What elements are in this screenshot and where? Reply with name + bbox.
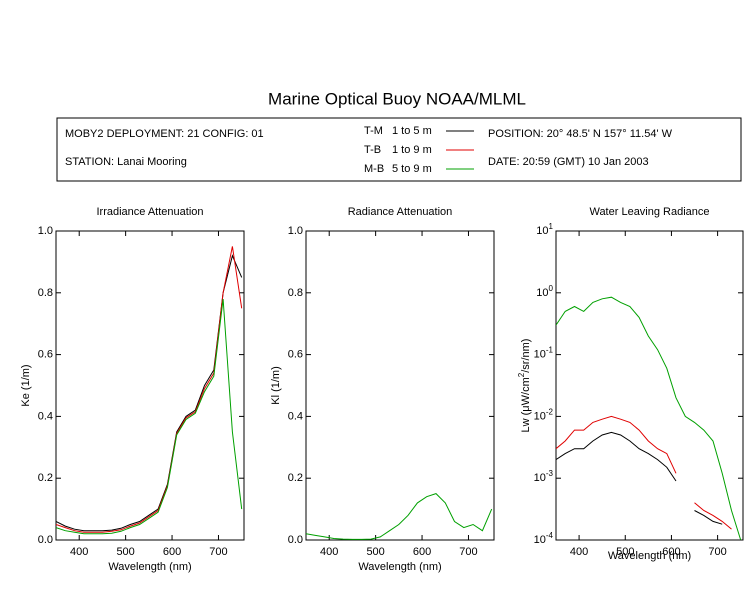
- y-tick-base: 10: [536, 225, 548, 237]
- x-tick-label: 700: [209, 546, 227, 558]
- y-tick-label: 10-2: [534, 407, 554, 422]
- position: POSITION: 20° 48.5' N 157° 11.54' W: [488, 128, 673, 140]
- y-tick-label: 0.8: [38, 287, 53, 299]
- legend-range: 5 to 9 m: [392, 163, 432, 175]
- y-tick-base: 0.2: [38, 472, 53, 484]
- y-tick-label: 0.6: [288, 349, 303, 361]
- chart-title: Water Leaving Radiance: [589, 206, 709, 218]
- plot-frame: [55, 230, 245, 541]
- y-tick-exponent: -2: [546, 407, 554, 416]
- page-title: Marine Optical Buoy NOAA/MLML: [268, 89, 526, 108]
- y-tick-base: 1.0: [288, 225, 303, 237]
- x-tick-label: 400: [320, 546, 338, 558]
- chart-title: Radiance Attenuation: [348, 206, 453, 218]
- y-tick-label: 10-3: [534, 469, 554, 484]
- y-axis-label: Lw (μW/cm2/sr/nm): [517, 339, 532, 433]
- y-tick-label: 10-1: [534, 345, 554, 360]
- y-axis-label-part: Lw (μW/cm: [520, 377, 532, 432]
- y-tick-exponent: -3: [546, 469, 554, 478]
- plot-frame: [555, 230, 744, 541]
- legend-name: M-B: [364, 163, 384, 175]
- y-tick-exponent: 0: [549, 283, 554, 292]
- y-tick-base: 10: [536, 287, 548, 299]
- y-tick-label: 10-4: [534, 531, 554, 546]
- y-tick-base: 1.0: [38, 225, 53, 237]
- legend-range: 1 to 5 m: [392, 125, 432, 137]
- y-tick-label: 0.8: [288, 287, 303, 299]
- x-tick-label: 600: [163, 546, 181, 558]
- y-tick-label: 0.0: [38, 534, 53, 546]
- data-line: [556, 431, 723, 525]
- y-tick-label: 0.2: [288, 472, 303, 484]
- x-tick-label: 700: [459, 546, 477, 558]
- y-tick-label: 1.0: [288, 225, 303, 237]
- y-tick-base: 0.4: [38, 410, 53, 422]
- y-tick-base: 10: [534, 349, 546, 361]
- y-axis-label-part: /sr/nm): [520, 339, 532, 373]
- y-tick-exponent: -4: [546, 531, 554, 540]
- x-tick-label: 500: [616, 546, 634, 558]
- y-tick-base: 0.2: [288, 472, 303, 484]
- y-tick-exponent: -1: [546, 345, 554, 354]
- y-tick-base: 0.4: [288, 410, 303, 422]
- y-tick-base: 0.8: [288, 287, 303, 299]
- legend-name: T-M: [364, 125, 383, 137]
- chart-title: Irradiance Attenuation: [96, 206, 203, 218]
- y-tick-label: 101: [536, 222, 553, 237]
- y-tick-label: 0.6: [38, 349, 53, 361]
- x-axis-label: Wavelength (nm): [608, 550, 691, 562]
- data-line: [306, 493, 493, 540]
- y-tick-exponent: 1: [549, 222, 554, 231]
- y-tick-base: 10: [534, 534, 546, 546]
- data-line: [56, 254, 243, 532]
- y-tick-label: 0.4: [288, 410, 303, 422]
- y-tick-base: 0.0: [288, 534, 303, 546]
- y-tick-base: 0.6: [38, 349, 53, 361]
- x-tick-label: 500: [116, 546, 134, 558]
- x-tick-label: 500: [366, 546, 384, 558]
- data-line: [556, 296, 742, 540]
- y-tick-base: 10: [534, 410, 546, 422]
- x-tick-label: 600: [413, 546, 431, 558]
- y-tick-base: 0.6: [288, 349, 303, 361]
- x-axis-label: Wavelength (nm): [108, 561, 191, 573]
- x-tick-label: 600: [662, 546, 680, 558]
- x-tick-label: 400: [570, 546, 588, 558]
- date: DATE: 20:59 (GMT) 10 Jan 2003: [488, 156, 649, 168]
- y-tick-base: 0.0: [38, 534, 53, 546]
- y-axis-label: Ke (1/m): [20, 364, 32, 406]
- x-axis-label: Wavelength (nm): [358, 561, 441, 573]
- y-tick-label: 0.2: [38, 472, 53, 484]
- y-axis-label-part: 2: [517, 372, 526, 377]
- y-tick-label: 100: [536, 283, 553, 298]
- legend-range: 1 to 9 m: [392, 144, 432, 156]
- y-tick-base: 0.8: [38, 287, 53, 299]
- y-tick-label: 1.0: [38, 225, 53, 237]
- station: STATION: Lanai Mooring: [65, 156, 187, 168]
- y-tick-base: 10: [534, 472, 546, 484]
- y-tick-label: 0.0: [288, 534, 303, 546]
- data-line: [556, 415, 732, 530]
- plot-frame: [305, 230, 495, 541]
- x-tick-label: 400: [70, 546, 88, 558]
- y-tick-label: 0.4: [38, 410, 53, 422]
- legend-name: T-B: [364, 144, 381, 156]
- data-line: [56, 298, 243, 535]
- x-tick-label: 700: [708, 546, 726, 558]
- data-line: [56, 246, 243, 533]
- info-box: [56, 117, 742, 182]
- deployment: MOBY2 DEPLOYMENT: 21 CONFIG: 01: [65, 128, 264, 140]
- y-axis-label: Kl (1/m): [270, 366, 282, 405]
